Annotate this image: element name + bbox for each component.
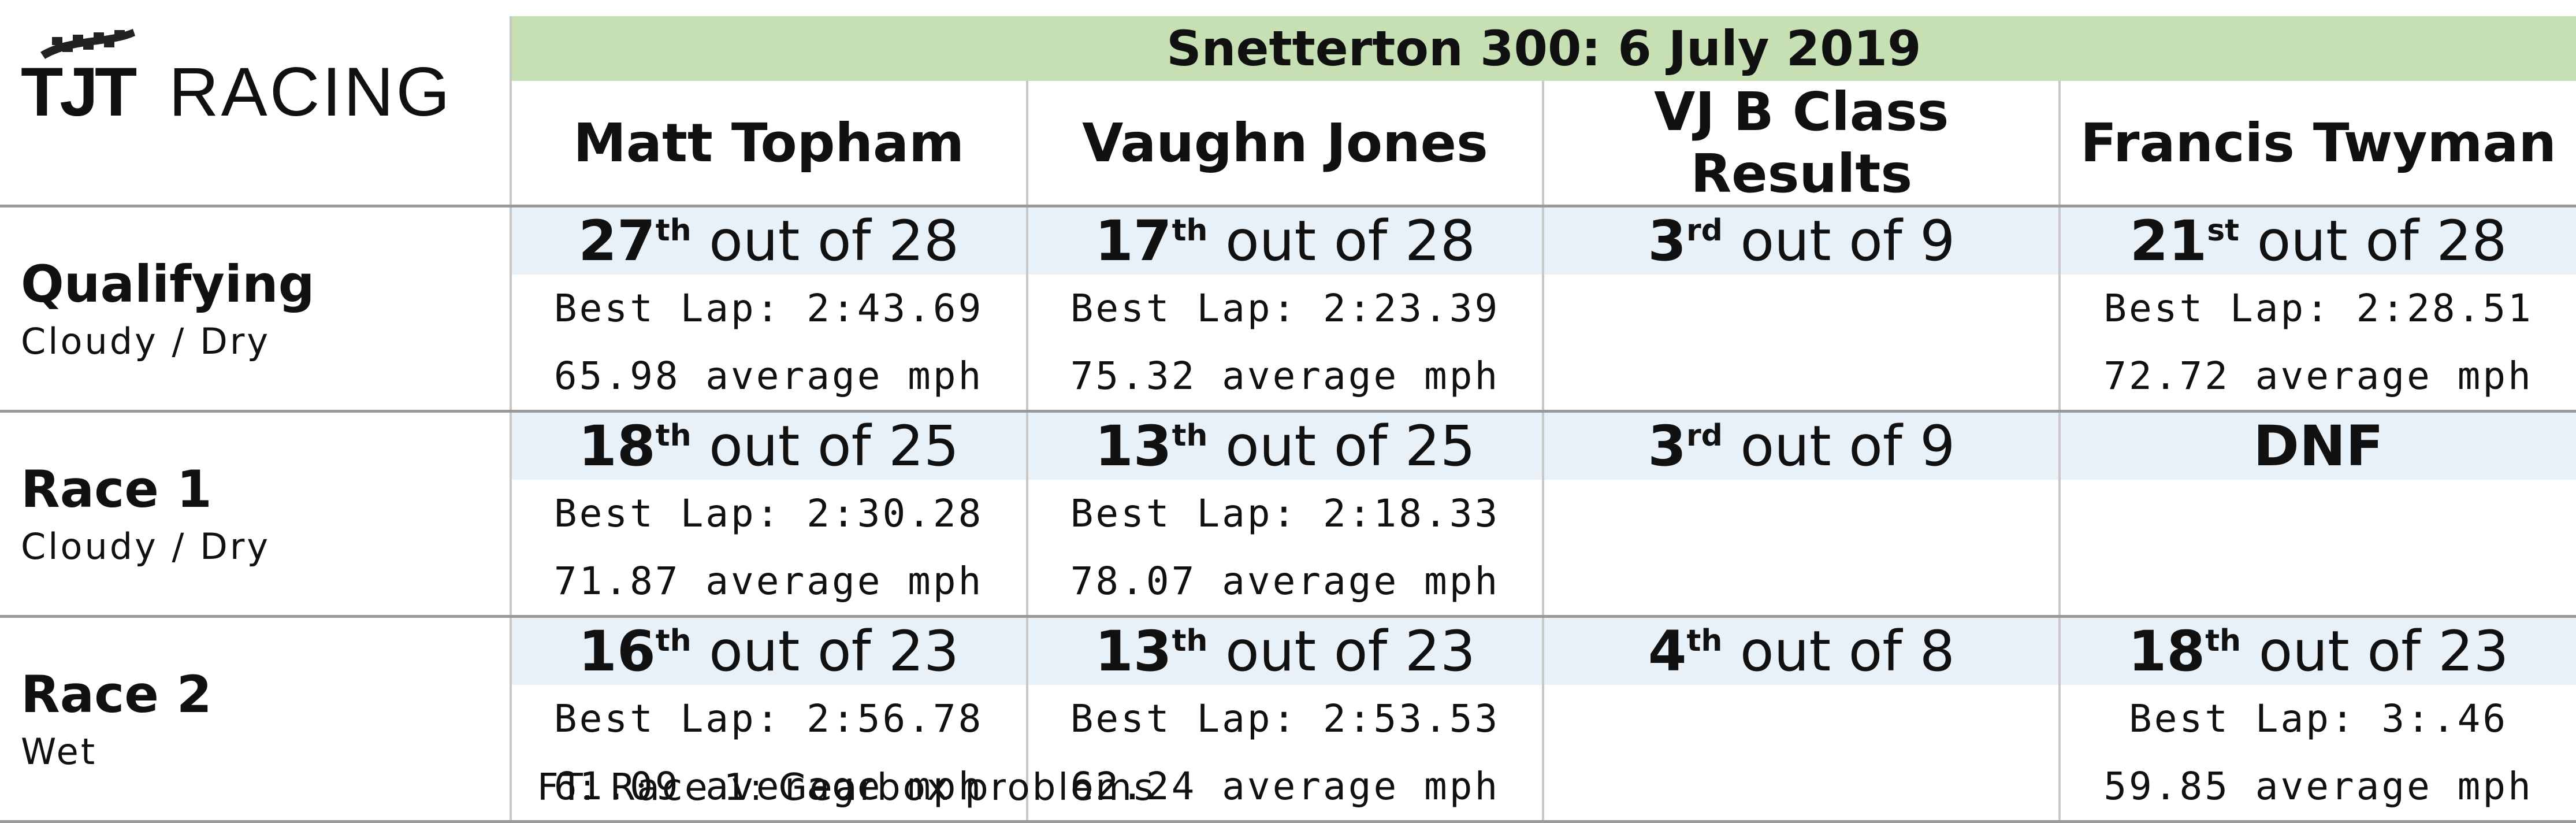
best-lap: Best Lap: 2:56.78 [509,685,1027,752]
qualifying-lap-row: Best Lap: 2:43.69 Best Lap: 2:23.39 Best… [0,275,2576,342]
average-mph: 72.72 average mph [2058,342,2576,413]
qualifying-mph-row: 65.98 average mph 75.32 average mph 72.7… [0,342,2576,413]
driver-name-1: Matt Topham [509,81,1027,207]
race2-mph-row: 61.09 average mph 62.24 average mph 59.8… [0,752,2576,823]
best-lap: Best Lap: 2:28.51 [2058,275,2576,342]
session-conditions: Cloudy / Dry [21,320,271,363]
average-mph: 62.24 average mph [1025,752,1544,823]
position-cell-dnf: DNF [2058,411,2576,480]
best-lap [1542,685,2060,752]
driver-name-2: Vaughn Jones [1025,81,1544,207]
race2-lap-row: Best Lap: 2:56.78 Best Lap: 2:53.53 Best… [0,685,2576,752]
best-lap: Best Lap: 2:18.33 [1025,480,1544,547]
race1-label: Race 1 Cloudy / Dry [0,411,511,618]
session-name: Race 2 [21,664,212,724]
race1-position-row: Race 1 Cloudy / Dry 18th out of 25 13th … [0,411,2576,618]
logo-spacer [0,16,511,81]
event-title: Snetterton 300: 6 July 2019 [509,16,2576,81]
race1-mph-row: 71.87 average mph 78.07 average mph [0,547,2576,618]
best-lap: Best Lap: 3:.46 [2058,685,2576,752]
position-cell: 3rd out of 9 [1542,411,2060,480]
average-mph: 71.87 average mph [509,547,1027,618]
average-mph [1542,752,2060,823]
header-spacer [0,81,511,207]
average-mph: 78.07 average mph [1025,547,1544,618]
race2-position-row: Race 2 Wet 16th out of 23 13th out of 23… [0,616,2576,823]
position-cell: 16th out of 23 [509,616,1027,685]
average-mph [1542,547,2060,618]
footnote: FT: Race 1: Gearbox problems [537,766,1156,809]
position-cell: 18th out of 25 [509,411,1027,480]
qualifying-label: Qualifying Cloudy / Dry [0,206,511,413]
results-table: Snetterton 300: 6 July 2019 Matt Topham … [0,16,2576,823]
best-lap: Best Lap: 2:53.53 [1025,685,1544,752]
position-cell: 13th out of 23 [1025,616,1544,685]
driver-name-4: Francis Twyman [2058,81,2576,207]
race1-lap-row: Best Lap: 2:30.28 Best Lap: 2:18.33 [0,480,2576,547]
best-lap: Best Lap: 2:43.69 [509,275,1027,342]
best-lap [1542,275,2060,342]
session-name: Qualifying [21,254,315,314]
qualifying-position-row: Qualifying Cloudy / Dry 27th out of 28 1… [0,206,2576,413]
average-mph: 65.98 average mph [509,342,1027,413]
driver-name-3: VJ B Class Results [1542,81,2060,207]
position-cell: 13th out of 25 [1025,411,1544,480]
position-cell: 4th out of 8 [1542,616,2060,685]
driver-header-row: Matt Topham Vaughn Jones VJ B Class Resu… [0,81,2576,207]
position-cell: 18th out of 23 [2058,616,2576,685]
race2-label: Race 2 Wet [0,616,511,823]
position-cell: 17th out of 28 [1025,206,1544,275]
average-mph: 59.85 average mph [2058,752,2576,823]
position-cell: 27th out of 28 [509,206,1027,275]
best-lap [1542,480,2060,547]
event-title-row: Snetterton 300: 6 July 2019 [0,16,2576,81]
session-conditions: Cloudy / Dry [21,525,271,568]
position-cell: 3rd out of 9 [1542,206,2060,275]
session-name: Race 1 [21,459,212,519]
session-conditions: Wet [21,731,98,773]
average-mph: 75.32 average mph [1025,342,1544,413]
best-lap: Best Lap: 2:23.39 [1025,275,1544,342]
average-mph [1542,342,2060,413]
best-lap: Best Lap: 2:30.28 [509,480,1027,547]
best-lap [2058,480,2576,547]
average-mph [2058,547,2576,618]
position-cell: 21st out of 28 [2058,206,2576,275]
